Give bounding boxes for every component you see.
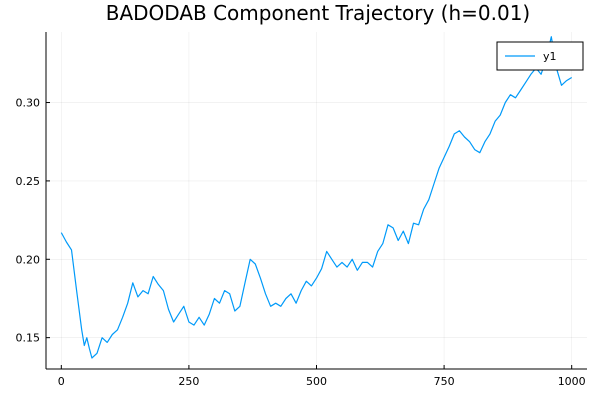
y-tick-label-2: 0.25 bbox=[16, 175, 41, 188]
series-layer bbox=[60, 36, 573, 359]
legend: y1 bbox=[496, 41, 584, 71]
x-tick-label-1: 250 bbox=[178, 375, 199, 388]
chart-title: BADODAB Component Trajectory (h=0.01) bbox=[106, 1, 531, 25]
legend-label-y1: y1 bbox=[543, 50, 557, 63]
axes bbox=[45, 32, 587, 370]
y-tick-label-3: 0.30 bbox=[16, 97, 41, 110]
tick-labels: 0 250 500 750 1000 0.15 0.20 0.25 0.30 bbox=[16, 97, 586, 388]
x-tick-label-3: 750 bbox=[434, 375, 455, 388]
series-line-y1 bbox=[60, 36, 573, 359]
x-tick-label-0: 0 bbox=[58, 375, 65, 388]
x-tick-label-2: 500 bbox=[306, 375, 327, 388]
x-tick-label-4: 1000 bbox=[558, 375, 586, 388]
grid bbox=[46, 32, 587, 369]
y-tick-label-1: 0.20 bbox=[16, 253, 41, 266]
y-tick-label-0: 0.15 bbox=[16, 332, 41, 345]
